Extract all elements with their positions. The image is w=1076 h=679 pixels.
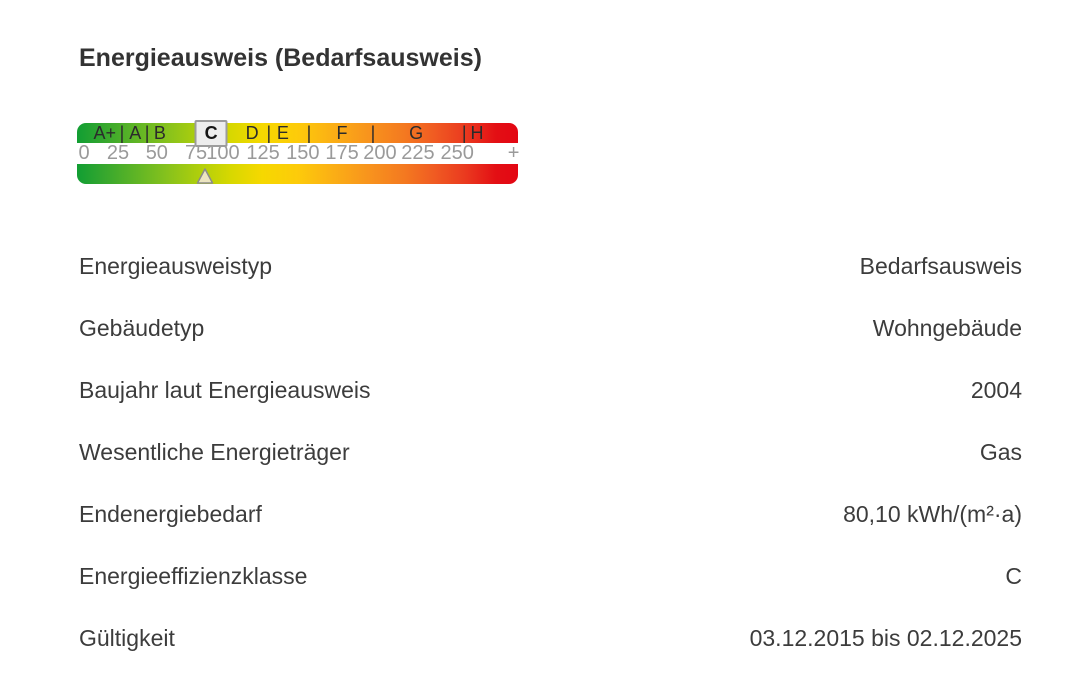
marker-triangle-icon: [196, 168, 214, 184]
class-label: A: [129, 123, 142, 143]
row-value: Bedarfsausweis: [859, 252, 1022, 279]
class-separator: |: [119, 123, 125, 143]
class-separator: |: [370, 123, 376, 143]
table-row: Gebäudetyp Wohngebäude: [79, 297, 1022, 359]
scale-class-band: A+ | A | B C D | E | F | G | H: [77, 120, 518, 147]
row-label: Energieausweistyp: [79, 252, 273, 279]
scale-tick-label: 25: [106, 142, 130, 164]
scale-tick-label: 100: [206, 142, 240, 164]
scale-tick-band: 0 25 50 75 100 125 150 175 200 225 250 +: [77, 142, 520, 164]
scale-tick-label: +: [507, 142, 520, 164]
row-label: Baujahr laut Energieausweis: [79, 376, 371, 403]
class-label: H: [470, 123, 484, 143]
scale-tick-label: 125: [246, 142, 280, 164]
row-label: Endenergiebedarf: [79, 500, 262, 527]
class-separator: |: [266, 123, 272, 143]
selected-class-label: C: [194, 120, 228, 147]
scale-tick-label: 200: [363, 142, 397, 164]
class-label: B: [153, 123, 166, 143]
row-value: 80,10 kWh/(m²·a): [843, 500, 1022, 527]
class-separator: |: [461, 123, 467, 143]
class-label: A+: [93, 123, 117, 143]
row-label: Wesentliche Energieträger: [79, 438, 350, 465]
class-label: G: [409, 123, 424, 143]
table-row: Baujahr laut Energieausweis 2004: [79, 359, 1022, 421]
class-label: D: [245, 123, 259, 143]
scale-tick-label: 175: [325, 142, 359, 164]
class-label: E: [276, 123, 289, 143]
scale-tick-label: 225: [401, 142, 435, 164]
row-label: Energieeffizienzklasse: [79, 562, 308, 589]
row-value: 2004: [970, 376, 1022, 403]
table-row: Energieeffizienzklasse C: [79, 545, 1022, 607]
class-label: F: [336, 123, 348, 143]
class-separator: |: [144, 123, 150, 143]
row-value: Wohngebäude: [872, 314, 1022, 341]
energy-efficiency-scale: A+ | A | B C D | E | F | G | H 0 25 50 75 100 125 150 175 200 2…: [77, 120, 520, 184]
scale-tick-label: 150: [286, 142, 320, 164]
scale-tick-label: 250: [440, 142, 474, 164]
row-value: C: [1005, 562, 1022, 589]
table-row: Gültigkeit 03.12.2015 bis 02.12.2025: [79, 607, 1022, 669]
table-row: Endenergiebedarf 80,10 kWh/(m²·a): [79, 483, 1022, 545]
table-row: Wesentliche Energieträger Gas: [79, 421, 1022, 483]
row-label: Gültigkeit: [79, 624, 175, 651]
scale-tick-label: 0: [78, 142, 90, 164]
row-value: Gas: [979, 438, 1022, 465]
energy-details-table: Energieausweistyp Bedarfsausweis Gebäudety…: [79, 235, 1022, 669]
row-label: Gebäudetyp: [79, 314, 205, 341]
scale-tick-label: 50: [145, 142, 168, 164]
row-value: 03.12.2015 bis 02.12.2025: [749, 624, 1022, 651]
section-title: Energieausweis (Bedarfsausweis): [79, 44, 482, 72]
scale-tick-label: 75: [184, 142, 208, 164]
class-separator: |: [306, 123, 312, 143]
scale-marker-band: [77, 164, 518, 184]
table-row: Energieausweistyp Bedarfsausweis: [79, 235, 1022, 297]
